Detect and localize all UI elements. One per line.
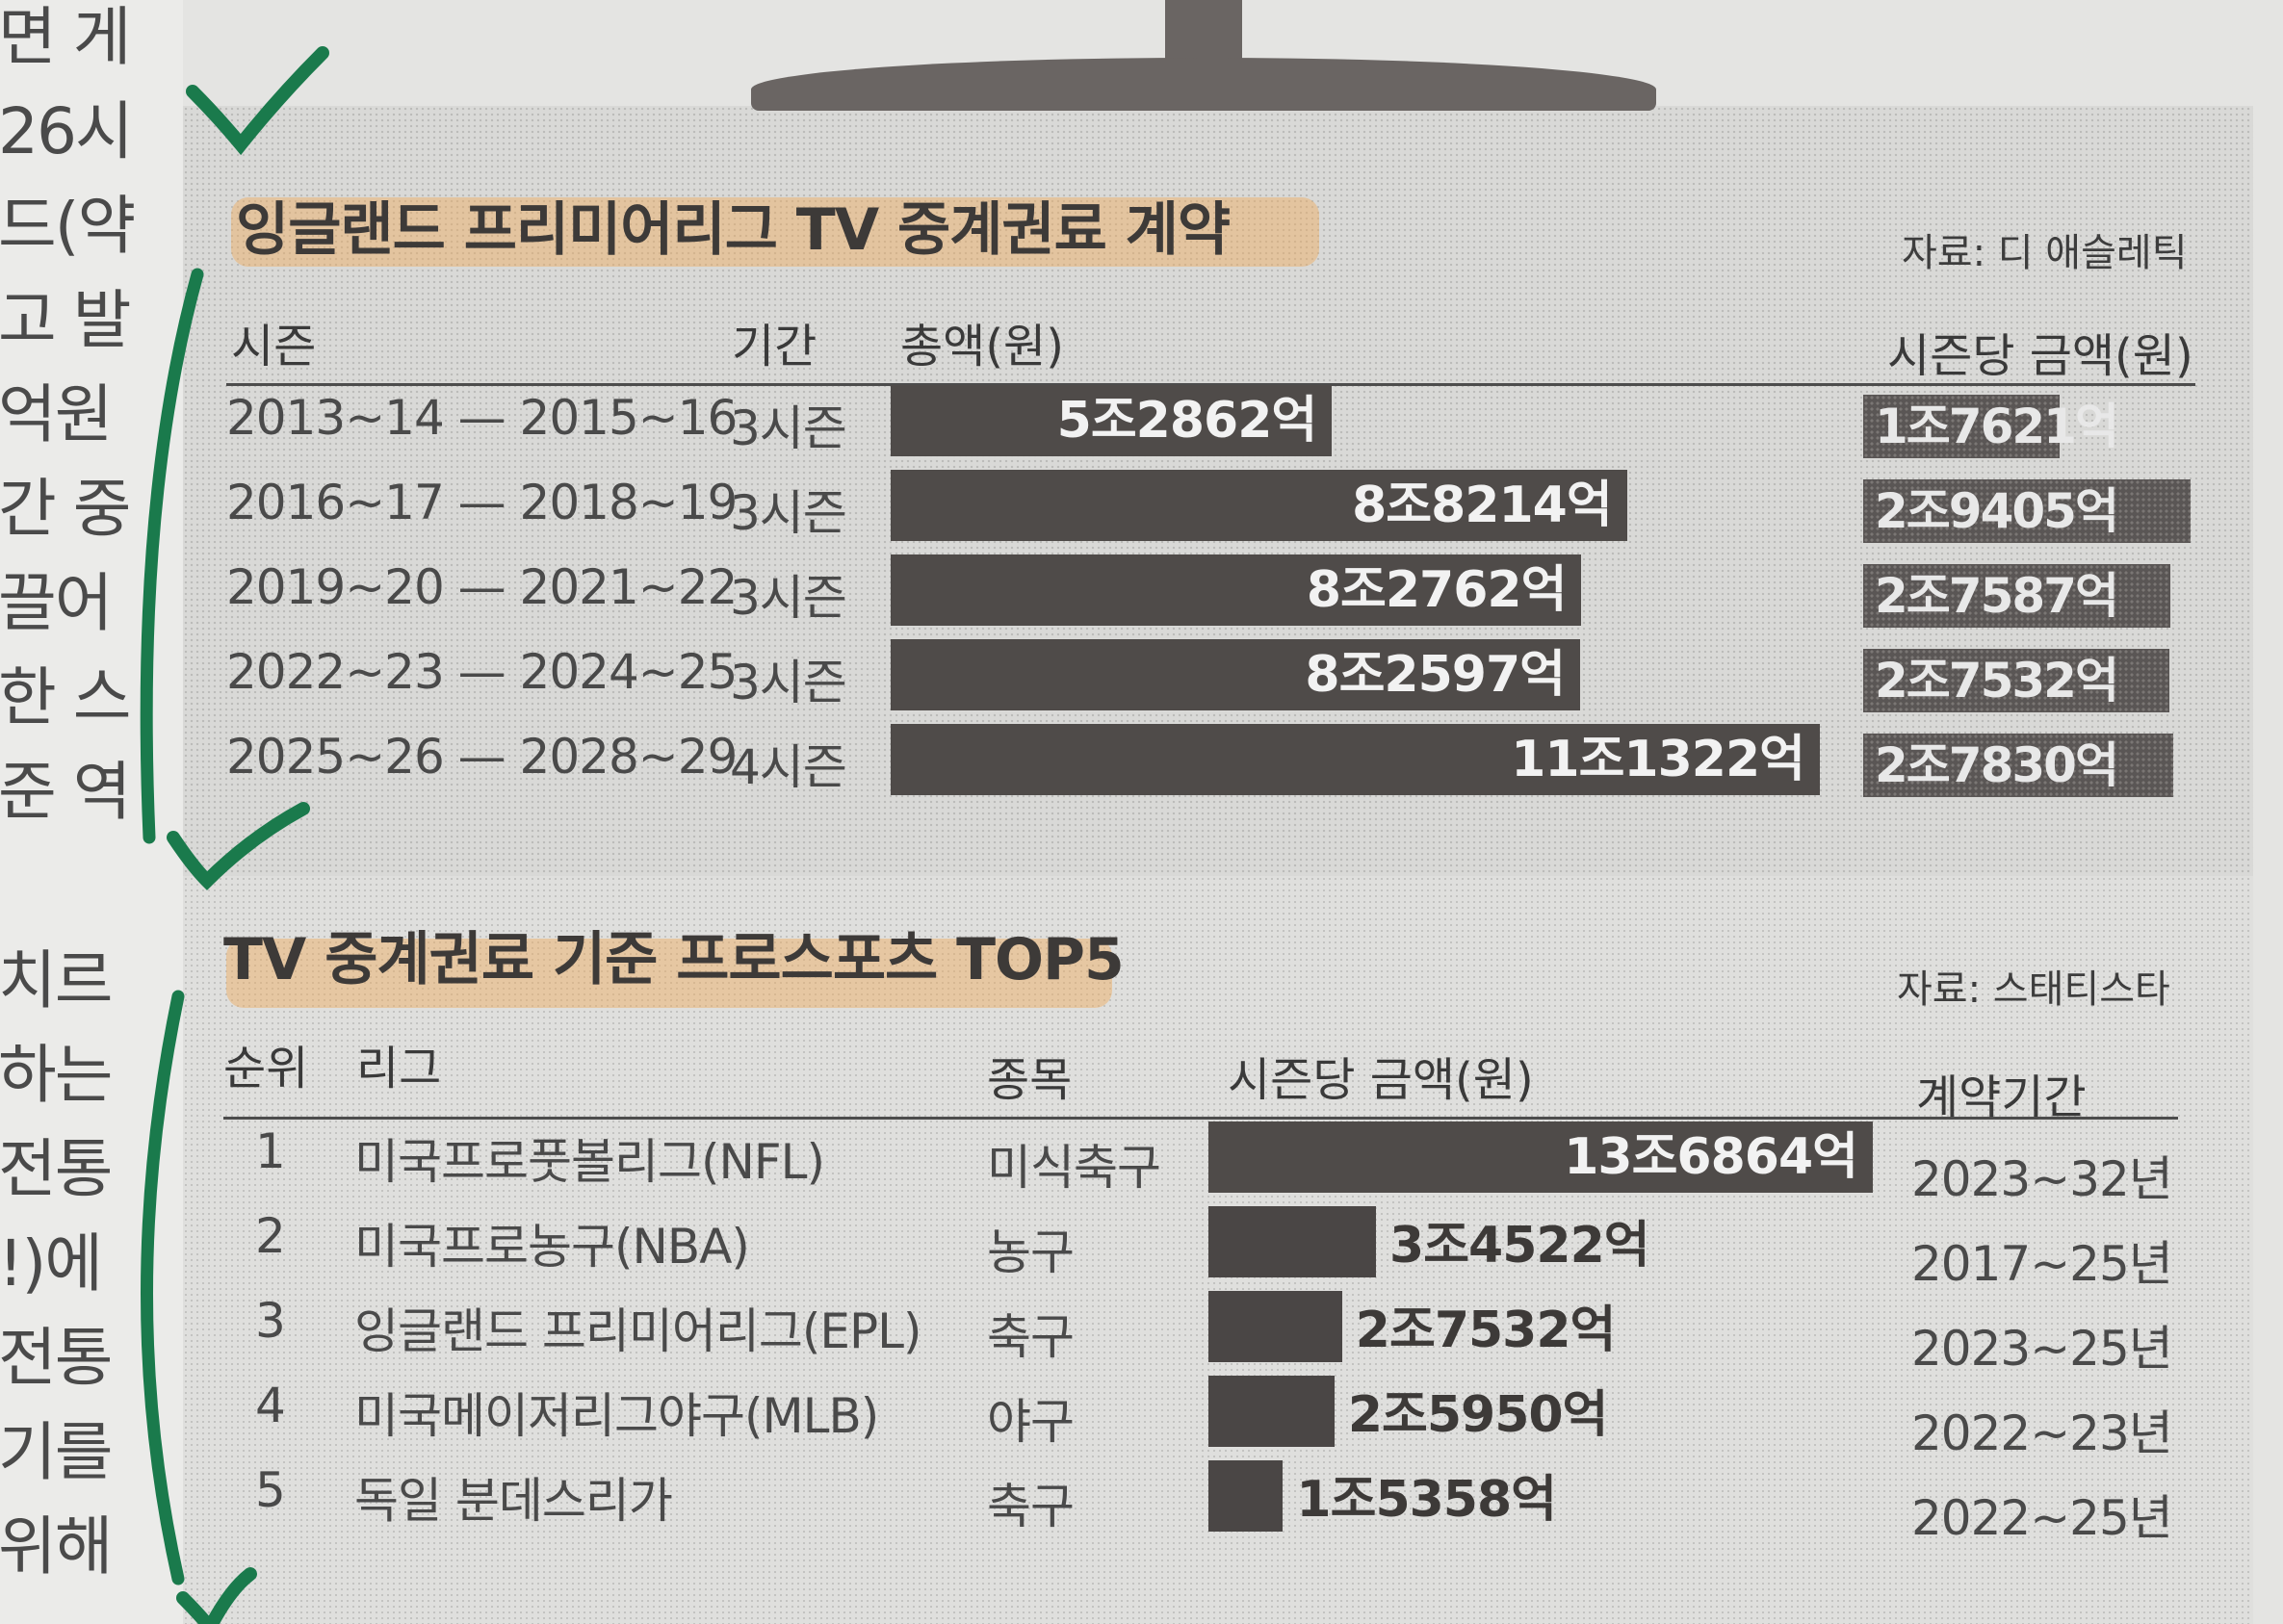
value-label: 2조7532억 <box>1355 1302 1617 1359</box>
article-line: 기를 <box>0 1415 113 1489</box>
article-line: 드(약 <box>0 189 136 263</box>
epl-source: 자료: 디 애슬레틱 <box>1902 231 2188 275</box>
league-label: 미국프로농구(NBA) <box>354 1219 750 1275</box>
season-label: 2025~26 — 2028~29 <box>226 729 738 785</box>
article-line: 끌어 <box>0 566 113 640</box>
per-season-bar: 2조7587억 <box>1863 564 2170 628</box>
sport-label: 미식축구 <box>987 1140 1161 1196</box>
per-season-bar: 2조7532억 <box>1863 649 2170 712</box>
article-line: 전통 <box>0 1321 113 1395</box>
rank-label: 1 <box>255 1123 286 1179</box>
infographic-panel <box>183 106 2253 1624</box>
total-bar: 5조2862억 <box>891 385 1333 456</box>
total-bar: 8조8214억 <box>891 470 1627 541</box>
header-period: 기간 <box>732 320 817 374</box>
top5-source: 자료: 스태티스타 <box>1897 967 2170 1012</box>
rank-label: 4 <box>255 1378 286 1433</box>
season-label: 2022~23 — 2024~25 <box>226 644 738 700</box>
period-label: 3시즌 <box>730 400 847 456</box>
bracket-mark <box>141 990 185 1585</box>
sport-label: 농구 <box>987 1224 1075 1280</box>
top5-chart-title: TV 중계권료 기준 프로스포츠 TOP5 <box>223 926 1125 993</box>
tv-stand-neck <box>1165 0 1242 67</box>
value-label: 1조5358억 <box>1296 1471 1557 1529</box>
header-total: 총액(원) <box>900 320 1064 374</box>
header-rank: 순위 <box>223 1042 309 1096</box>
period-label: 3시즌 <box>730 655 847 710</box>
sport-label: 축구 <box>987 1479 1075 1534</box>
value-bar: 13조6864억 <box>1208 1121 1873 1193</box>
article-line: !)에 <box>0 1226 103 1301</box>
sport-label: 야구 <box>987 1394 1075 1450</box>
season-label: 2016~17 — 2018~19 <box>226 475 738 530</box>
contract-label: 2023~25년 <box>1911 1321 2173 1377</box>
article-line: 간 중 <box>0 472 131 546</box>
article-line: 한 스 <box>0 660 131 735</box>
epl-header-rule <box>226 383 2195 386</box>
contract-label: 2023~32년 <box>1911 1151 2173 1207</box>
header-contract: 계약기간 <box>1916 1070 2087 1124</box>
contract-label: 2017~25년 <box>1911 1236 2173 1292</box>
article-line: 고 발 <box>0 283 131 357</box>
period-label: 4시즌 <box>730 739 847 795</box>
rank-label: 5 <box>255 1462 286 1518</box>
article-line: 억원 <box>0 377 113 451</box>
per-season-bar: 2조7830억 <box>1863 734 2173 797</box>
checkmark-icon <box>176 1567 257 1624</box>
total-bar: 11조1322억 <box>891 724 1820 795</box>
article-line: 준 역 <box>0 755 131 829</box>
checkmark-icon <box>167 802 310 890</box>
total-bar: 8조2597억 <box>891 639 1580 710</box>
contract-label: 2022~25년 <box>1911 1490 2173 1546</box>
header-per-season: 시즌당 금액(원) <box>1887 329 2193 383</box>
article-line: 전통 <box>0 1132 113 1206</box>
value-label: 2조5950억 <box>1347 1386 1609 1444</box>
league-label: 미국메이저리그야구(MLB) <box>354 1388 879 1444</box>
league-label: 미국프로풋볼리그(NFL) <box>354 1134 825 1190</box>
header-league: 리그 <box>356 1042 442 1096</box>
top5-header-rule <box>223 1117 2178 1120</box>
article-line: 면 게 <box>0 0 131 74</box>
period-label: 3시즌 <box>730 570 847 626</box>
tv-stand-base <box>751 58 1656 111</box>
epl-chart-title: 잉글랜드 프리미어리그 TV 중계권료 계약 <box>236 196 1231 264</box>
value-bar <box>1208 1376 1335 1447</box>
article-line: 26시 <box>0 94 134 168</box>
value-label: 3조4522억 <box>1389 1217 1650 1275</box>
total-bar: 8조2762억 <box>891 554 1582 626</box>
rank-label: 2 <box>255 1208 286 1264</box>
title-highlight <box>231 197 1319 267</box>
league-label: 독일 분데스리가 <box>354 1473 673 1529</box>
contract-label: 2022~23년 <box>1911 1405 2173 1461</box>
header-per-season: 시즌당 금액(원) <box>1228 1053 1534 1107</box>
value-bar <box>1208 1291 1342 1362</box>
article-line: 하는 <box>0 1038 113 1112</box>
per-season-bar: 2조9405억 <box>1863 479 2191 543</box>
header-season: 시즌 <box>231 320 317 374</box>
checkmark-icon <box>186 46 329 156</box>
article-line: 위해 <box>0 1509 113 1584</box>
season-label: 2013~14 — 2015~16 <box>226 390 738 446</box>
article-line: 치르 <box>0 943 113 1018</box>
period-label: 3시즌 <box>730 485 847 541</box>
rank-label: 3 <box>255 1293 286 1349</box>
header-sport: 종목 <box>987 1053 1073 1107</box>
value-bar <box>1208 1206 1377 1277</box>
season-label: 2019~20 — 2021~22 <box>226 559 738 615</box>
sport-label: 축구 <box>987 1309 1075 1365</box>
league-label: 잉글랜드 프리미어리그(EPL) <box>354 1303 922 1359</box>
value-bar <box>1208 1460 1284 1532</box>
title-highlight <box>226 939 1112 1008</box>
bracket-mark <box>140 268 204 844</box>
